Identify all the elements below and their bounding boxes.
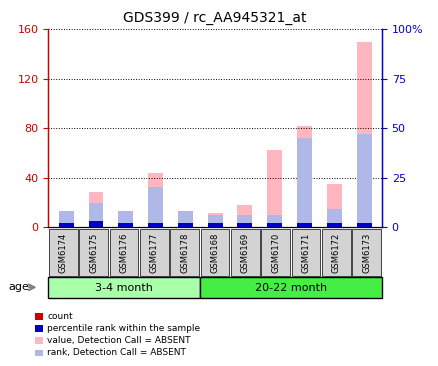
Bar xyxy=(177,211,192,227)
Text: GSM6177: GSM6177 xyxy=(150,232,159,273)
Text: GSM6170: GSM6170 xyxy=(271,232,279,273)
Bar xyxy=(207,213,222,227)
Text: count: count xyxy=(47,312,73,321)
Text: GSM6168: GSM6168 xyxy=(210,232,219,273)
Bar xyxy=(297,223,311,227)
Bar xyxy=(88,221,103,227)
Bar xyxy=(88,224,103,227)
Bar xyxy=(356,224,371,227)
Bar xyxy=(237,224,252,227)
Text: GSM6178: GSM6178 xyxy=(180,232,189,273)
Bar xyxy=(59,223,74,227)
Bar xyxy=(177,224,192,227)
Bar xyxy=(326,223,341,227)
Bar xyxy=(326,209,341,227)
Bar xyxy=(207,223,222,227)
Bar xyxy=(88,203,103,227)
Bar xyxy=(237,205,252,227)
Text: GSM6175: GSM6175 xyxy=(89,232,98,273)
Bar xyxy=(207,215,222,227)
Text: age: age xyxy=(9,282,30,292)
Bar xyxy=(59,211,74,227)
Text: rank, Detection Call = ABSENT: rank, Detection Call = ABSENT xyxy=(47,348,186,357)
Text: percentile rank within the sample: percentile rank within the sample xyxy=(47,324,200,333)
Bar xyxy=(118,224,133,227)
Bar xyxy=(297,224,311,227)
Bar xyxy=(148,172,162,227)
Bar xyxy=(267,224,282,227)
Bar xyxy=(177,223,192,227)
Text: GSM6174: GSM6174 xyxy=(59,232,68,273)
Bar xyxy=(326,184,341,227)
Text: GSM6176: GSM6176 xyxy=(119,232,128,273)
Bar xyxy=(118,211,133,227)
Bar xyxy=(237,215,252,227)
Title: GDS399 / rc_AA945321_at: GDS399 / rc_AA945321_at xyxy=(123,11,306,26)
Text: GSM6169: GSM6169 xyxy=(240,232,249,273)
Text: GSM6171: GSM6171 xyxy=(301,232,310,273)
Bar xyxy=(237,223,252,227)
Text: value, Detection Call = ABSENT: value, Detection Call = ABSENT xyxy=(47,336,191,345)
Bar xyxy=(356,42,371,227)
Bar xyxy=(118,211,133,227)
Bar xyxy=(267,150,282,227)
Bar xyxy=(148,223,162,227)
Text: GSM6172: GSM6172 xyxy=(331,232,340,273)
Text: GSM6173: GSM6173 xyxy=(361,232,371,273)
Bar xyxy=(148,187,162,227)
Bar xyxy=(267,215,282,227)
Bar xyxy=(118,223,133,227)
Bar xyxy=(177,211,192,227)
Bar xyxy=(88,192,103,227)
Bar xyxy=(59,211,74,227)
Bar xyxy=(297,126,311,227)
Bar xyxy=(59,224,74,227)
Bar xyxy=(267,223,282,227)
Text: 20-22 month: 20-22 month xyxy=(254,283,326,293)
Bar xyxy=(356,134,371,227)
Bar xyxy=(297,138,311,227)
Bar xyxy=(326,224,341,227)
Bar xyxy=(148,224,162,227)
Bar xyxy=(356,223,371,227)
Text: 3-4 month: 3-4 month xyxy=(95,283,153,293)
Bar xyxy=(207,224,222,227)
